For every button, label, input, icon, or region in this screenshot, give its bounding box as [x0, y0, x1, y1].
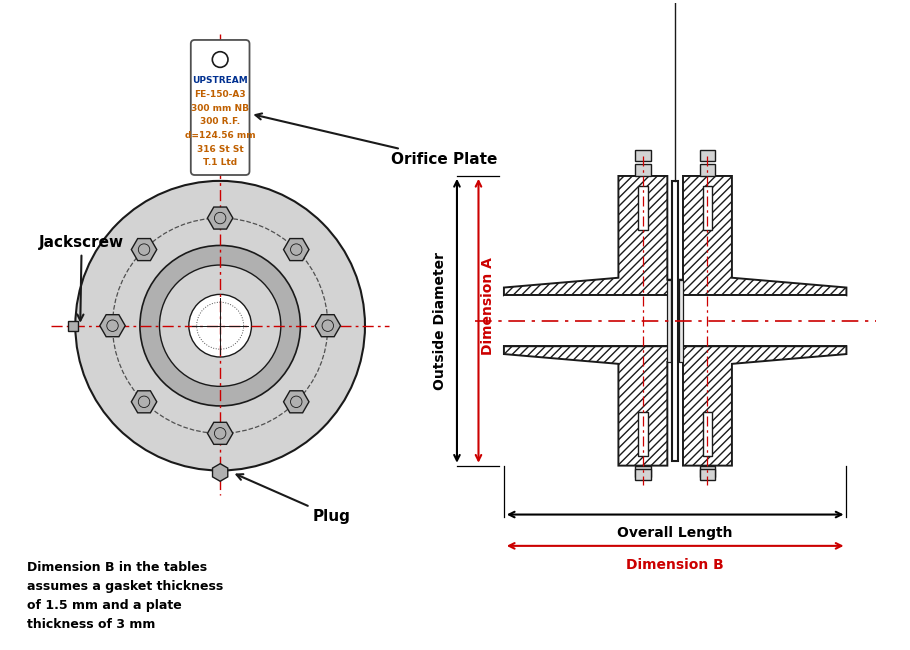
- Circle shape: [140, 246, 300, 406]
- Text: d=124.56 mm: d=124.56 mm: [185, 131, 256, 140]
- FancyBboxPatch shape: [191, 40, 249, 175]
- Text: Dimension A: Dimension A: [481, 257, 495, 355]
- Text: Jackscrew: Jackscrew: [39, 235, 125, 320]
- Bar: [638, 186, 648, 230]
- Bar: [703, 186, 713, 230]
- Polygon shape: [131, 391, 157, 413]
- Text: UPSTREAM: UPSTREAM: [192, 76, 248, 85]
- Bar: [635, 150, 651, 161]
- Text: 300 R.F.: 300 R.F.: [200, 117, 240, 126]
- Polygon shape: [207, 207, 233, 229]
- Polygon shape: [679, 176, 846, 295]
- Text: 316 St St: 316 St St: [197, 145, 244, 153]
- Text: T.1 Ltd: T.1 Ltd: [203, 159, 238, 167]
- Polygon shape: [207, 422, 233, 445]
- Polygon shape: [131, 239, 157, 261]
- Bar: [700, 164, 715, 176]
- Circle shape: [189, 294, 251, 357]
- Text: 300 mm NB: 300 mm NB: [191, 103, 249, 112]
- Bar: [638, 412, 648, 456]
- Bar: [635, 469, 651, 480]
- Text: Orifice Plate: Orifice Plate: [256, 114, 498, 167]
- Text: Dimension B: Dimension B: [626, 558, 724, 571]
- Bar: [703, 412, 713, 456]
- Bar: [667, 280, 672, 362]
- Text: Outside Diameter: Outside Diameter: [433, 252, 447, 390]
- Circle shape: [159, 265, 281, 386]
- Bar: [672, 181, 678, 461]
- Text: Overall Length: Overall Length: [617, 526, 733, 540]
- Polygon shape: [679, 346, 846, 465]
- Polygon shape: [284, 239, 309, 261]
- Text: FE-150-A3: FE-150-A3: [195, 90, 246, 99]
- Bar: [635, 164, 651, 176]
- Polygon shape: [213, 463, 228, 481]
- Polygon shape: [284, 391, 309, 413]
- Bar: [679, 280, 683, 362]
- Bar: [700, 465, 715, 477]
- Text: Dimension B in the tables
assumes a gasket thickness
of 1.5 mm and a plate
thick: Dimension B in the tables assumes a gask…: [27, 560, 224, 630]
- Polygon shape: [504, 346, 672, 465]
- Circle shape: [76, 181, 365, 471]
- Polygon shape: [315, 315, 340, 337]
- Bar: [68, 321, 78, 331]
- Text: Plug: Plug: [237, 474, 351, 524]
- Circle shape: [212, 52, 228, 68]
- Bar: [700, 150, 715, 161]
- Bar: [504, 295, 846, 346]
- Bar: [635, 465, 651, 477]
- Polygon shape: [504, 176, 672, 295]
- Bar: [700, 469, 715, 480]
- Polygon shape: [100, 315, 126, 337]
